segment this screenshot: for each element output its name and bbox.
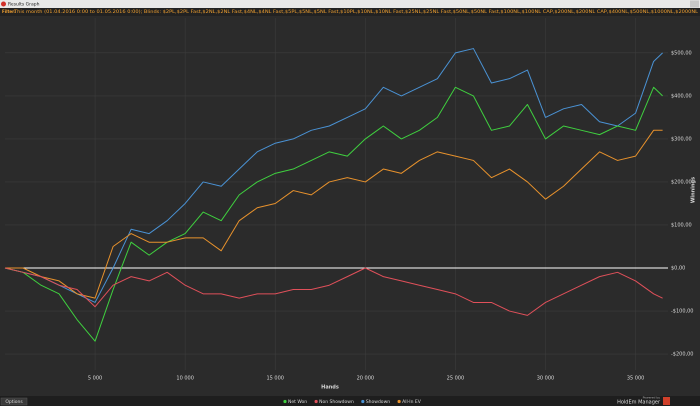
series-line (4, 267, 663, 316)
legend-marker (283, 399, 287, 404)
series-line (4, 48, 663, 303)
app-icon (1, 1, 6, 7)
y-tick-label: $300,00 (671, 136, 692, 142)
series-line (4, 86, 663, 342)
x-tick-label: 10 000 (176, 376, 194, 382)
powered-by: Powered by (643, 396, 661, 400)
y-tick-label: -$100,00 (671, 309, 693, 315)
x-tick-label: 15 000 (266, 376, 284, 382)
y-tick-label: $500,00 (671, 50, 692, 56)
y-tick-label: $400,00 (671, 93, 692, 99)
brand-name: HoldEm Manager (617, 400, 661, 406)
y-tick-label: $100,00 (671, 222, 692, 228)
y-tick-label: -$200,00 (671, 352, 693, 358)
x-axis-label: Hands (321, 385, 339, 391)
legend-label: Showdown (366, 399, 390, 405)
y-tick-label: $200,00 (671, 179, 692, 185)
x-tick-label: 5 000 (88, 376, 102, 382)
y-tick-label: $0,00 (671, 266, 685, 272)
x-tick-label: 20 000 (357, 376, 375, 382)
filter-label: Filter: (2, 9, 16, 14)
options-label: Options (5, 399, 23, 405)
legend-marker (361, 399, 365, 404)
x-tick-label: 25 000 (447, 376, 465, 382)
title-bar (0, 0, 700, 8)
close-button[interactable] (690, 0, 699, 8)
legend-label: All-In EV (402, 399, 422, 405)
series-line (5, 129, 663, 299)
legend-label: Net Won (288, 399, 307, 405)
options-button[interactable] (0, 397, 28, 406)
y-axis-label: Winnings (691, 177, 697, 203)
status-bar (0, 396, 700, 406)
filter-text: This month (01.04.2016 0:00 to 01.05.201… (13, 9, 699, 14)
filter-bar (0, 8, 700, 16)
window-title: Results Graph (8, 2, 40, 8)
x-tick-label: 30 000 (537, 376, 555, 382)
brand-logo (663, 397, 670, 405)
legend-label: Non Showdown (319, 399, 354, 405)
x-tick-label: 35 000 (627, 376, 645, 382)
legend-marker (314, 399, 318, 404)
legend-marker (397, 399, 401, 404)
